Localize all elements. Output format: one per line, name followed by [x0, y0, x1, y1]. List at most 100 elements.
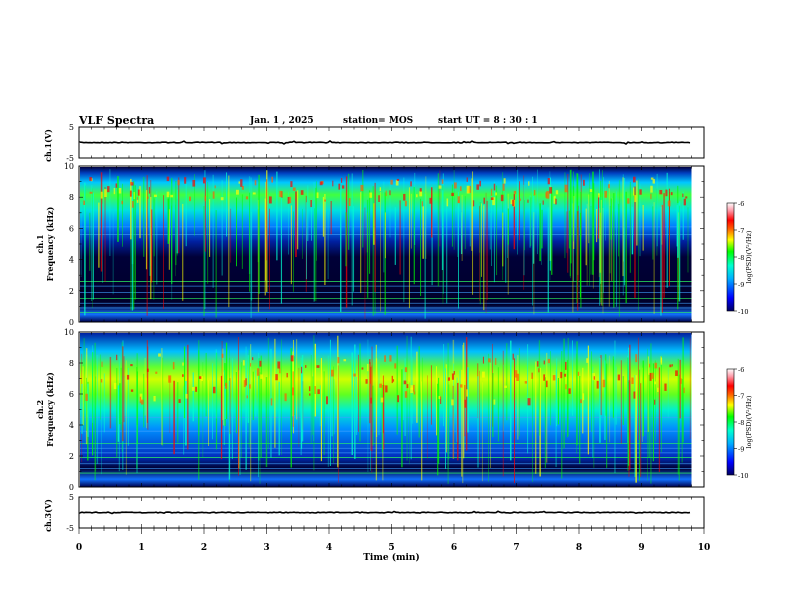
spectrogram-hotspot: [438, 185, 442, 189]
y-axis-label: Frequency (kHz): [45, 372, 55, 447]
spectrogram-hotspot: [369, 359, 371, 364]
spectrogram-hotspot: [369, 192, 372, 198]
y-tick-label: 2: [69, 287, 74, 296]
spectrogram-hotspot: [493, 183, 496, 191]
colorbar-tick-label: -9: [738, 281, 744, 289]
spectrogram-hotspot: [546, 191, 550, 199]
spectrogram-hotspot: [221, 353, 224, 358]
colorbar-tick-label: -7: [738, 393, 744, 401]
spectrogram-hotspot: [454, 182, 457, 189]
spectrogram-hotspot: [596, 380, 599, 389]
spectrogram-hotspot: [534, 190, 536, 196]
spectrogram-hotspot: [83, 200, 86, 205]
spectrogram-hotspot: [256, 368, 260, 376]
spectrogram-hotspot: [287, 196, 290, 204]
colorbar: [726, 368, 735, 476]
spectrogram-hotspot: [170, 194, 174, 198]
x-tick-label: 10: [698, 543, 711, 553]
spectrogram-hotspot: [220, 197, 224, 201]
spectrogram-hotspot: [238, 181, 241, 184]
start-time-label: start UT = 8 : 30 : 1: [438, 116, 538, 126]
spectrogram-hotspot: [635, 354, 638, 363]
spectrogram-hotspot: [555, 190, 559, 195]
spectrogram-hotspot: [360, 184, 364, 192]
y-tick-label: 4: [69, 421, 74, 430]
spectrogram-hotspot: [568, 388, 571, 394]
spectrogram-hotspot: [177, 179, 180, 186]
colorbar-tick-label: -8: [738, 419, 744, 427]
spectrogram-hotspot: [410, 181, 412, 187]
spectrogram-hotspot: [100, 379, 103, 383]
spectrogram-hotspot: [396, 178, 400, 181]
spectrogram-hotspot: [490, 197, 494, 200]
spectrogram-hotspot: [657, 387, 659, 392]
spectrogram-hotspot: [340, 178, 343, 183]
spectrogram-hotspot: [284, 393, 287, 402]
spectrogram-hotspot: [528, 181, 530, 186]
spectrogram-hotspot: [512, 199, 515, 207]
spectrogram-hotspot: [214, 185, 216, 189]
spectrogram-hotspot: [259, 360, 262, 367]
spectrogram-hotspot: [325, 396, 328, 405]
spectrogram-hotspot: [348, 198, 351, 206]
spectrogram-hotspot: [531, 372, 533, 379]
spectrogram-hotspot: [394, 363, 397, 369]
spectrogram-hotspot: [279, 368, 281, 374]
spectrogram-hotspot: [468, 185, 471, 193]
spectrogram-hotspot: [538, 368, 540, 373]
spectrogram-hotspot: [101, 361, 103, 367]
y-axis-label: Frequency (kHz): [45, 206, 55, 281]
spectrogram-hotspot: [378, 195, 380, 202]
spectrogram-hotspot: [460, 186, 462, 192]
spectrogram-hotspot: [664, 383, 667, 391]
spectrogram-hotspot: [316, 192, 319, 199]
spectrogram-hotspot: [252, 192, 256, 195]
spectrogram-hotspot: [126, 374, 130, 380]
spectrogram-hotspot: [324, 199, 327, 202]
y-tick-label: 8: [69, 193, 74, 202]
y-tick-label: 6: [69, 224, 74, 233]
y-axis-label: ch.1(V): [43, 129, 53, 162]
spectrogram-hotspot: [314, 386, 316, 394]
spectrogram-hotspot: [580, 399, 582, 404]
spectrogram-hotspot: [660, 356, 662, 363]
spectrogram-hotspot: [158, 353, 161, 357]
spectrogram-hotspot: [670, 192, 673, 196]
spectrogram-hotspot: [385, 190, 387, 197]
spectrogram-hotspot: [560, 371, 563, 379]
spectrogram-hotspot: [185, 393, 188, 399]
x-tick-label: 0: [76, 543, 82, 553]
spectrogram-hotspot: [178, 399, 181, 403]
spectrogram-hotspot: [337, 357, 340, 364]
y-axis-label: ch.2: [35, 400, 45, 419]
spectrogram-hotspot: [495, 192, 497, 196]
y-tick-label: 5: [69, 493, 74, 502]
spectrogram-hotspot: [166, 191, 170, 198]
spectrogram-empty-tail: [691, 167, 703, 322]
spectrogram-hotspot: [365, 379, 368, 384]
spectrogram-hotspot: [555, 198, 557, 205]
spectrogram-hotspot: [479, 180, 481, 187]
spectrogram-hotspot: [192, 179, 196, 187]
spectrogram-hotspot: [598, 193, 600, 198]
chart-title: VLF Spectra: [79, 114, 155, 127]
spectrogram-hotspot: [441, 179, 444, 184]
spectrogram-hotspot: [245, 196, 249, 200]
spectrogram-hotspot: [682, 193, 684, 198]
spectrogram-hotspot: [390, 179, 393, 185]
spectrogram-hotspot: [565, 361, 567, 370]
spectrogram-hotspot: [667, 200, 671, 207]
spectrogram-hotspot: [118, 187, 122, 194]
spectrogram-hotspot: [604, 190, 607, 198]
spectrogram-hotspot: [440, 396, 442, 404]
spectrogram-hotspot: [650, 177, 654, 180]
x-tick-label: 4: [326, 543, 332, 553]
spectrogram-1: [80, 167, 703, 322]
spectrogram-hotspot: [492, 197, 496, 206]
spectrogram-hotspot: [582, 393, 585, 401]
spectrogram-hotspot: [675, 370, 678, 376]
spectrogram-hotspot: [406, 384, 409, 389]
spectrogram-hotspot: [582, 179, 585, 186]
colorbar-tick-label: -6: [738, 200, 744, 208]
